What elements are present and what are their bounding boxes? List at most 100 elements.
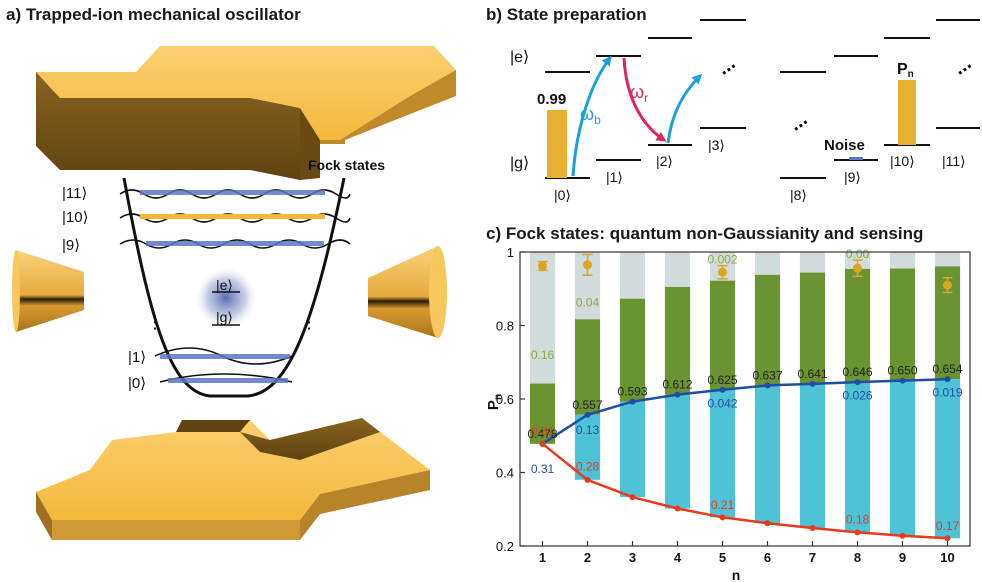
fock-states-label: Fock states [308,157,385,173]
bar-green-3 [619,298,646,402]
state-label-10: |10⟩ [890,153,915,169]
label-red-value-2: 0.28 [576,460,600,474]
excited-levels [545,19,980,73]
bar-cyan-8 [844,382,871,533]
label-upper-value-9: 0.650 [887,364,917,378]
lower-marker-10 [944,535,951,542]
e-state-label: |e⟩ [510,49,529,66]
left-cone [12,250,84,332]
y-tick-label-0.4: 0.4 [496,466,514,481]
panel-a-title: a) Trapped-ion mechanical oscillator [6,5,301,24]
label-red-value-10: 0.17 [936,519,960,533]
bar-value-label: 0.99 [537,91,566,108]
lower-marker-2 [584,476,591,483]
label-green-value-1: 0.16 [531,348,555,362]
bar-gray-6 [754,252,781,275]
label-blue-value-5: 0.042 [707,396,737,410]
ion-g-label: |g⟩ [216,309,233,325]
label-green-value-5: 0.002 [707,252,737,266]
panel-c-title: c) Fock states: quantum non-Gaussianity … [486,224,924,243]
g-state-label: |g⟩ [510,155,529,172]
blue-sideband-arrow-2 [666,73,703,144]
bar-green-9 [889,268,916,381]
state-label-3: |3⟩ [708,137,725,153]
population-bar-0 [547,110,567,178]
bar-cyan-3 [619,401,646,498]
label-upper-value-6: 0.637 [752,368,782,382]
level-label-10: |10⟩ [62,209,88,226]
panel-b-title: b) State preparation [486,5,647,24]
bar-green-8 [844,268,871,383]
pn-label: Pn [897,61,914,80]
label-blue-value-10: 0.019 [932,385,962,399]
level-label-9: |9⟩ [62,237,80,254]
bar-green-6 [754,274,781,386]
red-sideband-arrow [622,57,667,142]
upper-marker-6 [764,382,771,389]
lower-marker-4 [674,505,681,512]
bar-cyan-7 [799,383,826,528]
x-tick-label-1: 1 [539,550,546,565]
x-tick-label-9: 9 [899,550,906,565]
ion-glow [194,266,258,330]
upper-marker-5 [719,386,726,393]
bar-cyan-10 [934,379,961,539]
bar-gray-3 [619,252,646,299]
data-point-10 [943,280,952,290]
population-bar-10 [898,80,916,145]
label-upper-value-1: 0.478 [527,427,557,441]
state-label-8: |8⟩ [790,187,807,203]
y-tick-label-0.6: 0.6 [496,392,514,407]
noise-bar-9 [849,157,863,160]
label-blue-value-1: 0.31 [531,462,555,476]
lower-marker-7 [809,524,816,531]
label-red-value-8: 0.18 [846,513,870,527]
label-upper-value-4: 0.612 [662,378,692,392]
lower-marker-5 [719,514,726,521]
y-axis-label: Pn [485,394,504,410]
label-upper-value-2: 0.557 [572,398,602,412]
bar-green-5 [709,280,736,390]
y-tick-label-0.2: 0.2 [496,539,514,554]
bar-gray-7 [799,252,826,273]
bar-gray-10 [934,252,961,267]
label-upper-value-10: 0.654 [932,362,962,376]
state-label-9: |9⟩ [844,169,861,185]
bar-cyan-9 [889,380,916,536]
label-green-value-2: 0.04 [576,296,600,310]
label-blue-value-2: 0.13 [576,423,600,437]
dots-left: ⋮ [146,312,164,332]
y-tick-label-0.8: 0.8 [496,319,514,334]
upper-marker-4 [674,391,681,398]
label-blue-value-8: 0.026 [842,388,872,402]
lower-marker-3 [629,494,636,501]
x-tick-label-8: 8 [854,550,861,565]
fock-wavefunctions [119,189,351,383]
state-label-1: |1⟩ [606,169,623,185]
x-tick-label-5: 5 [719,550,726,565]
lower-marker-9 [899,532,906,539]
level-label-1: |1⟩ [128,349,146,366]
bar-cyan-2 [574,414,601,480]
label-red-value-1: 0.31 [531,424,555,438]
bar-cyan-4 [664,394,691,509]
omega-r-label: ωr [630,82,648,105]
series-line-lower [541,442,948,540]
upper-marker-8 [854,379,861,386]
upper-marker-10 [944,376,951,383]
x-tick-label-7: 7 [809,550,816,565]
blue-sideband-arrow-1 [571,55,612,177]
right-cone [368,246,447,338]
bar-gray-1 [529,252,556,384]
label-red-value-5: 0.21 [711,498,735,512]
level-label-0: |0⟩ [128,375,146,392]
x-tick-label-10: 10 [940,550,954,565]
data-point-5 [718,267,727,277]
upper-marker-2 [584,411,591,418]
data-point-2 [583,260,592,270]
bar-green-4 [664,286,691,395]
level-label-11: |11⟩ [62,185,87,202]
